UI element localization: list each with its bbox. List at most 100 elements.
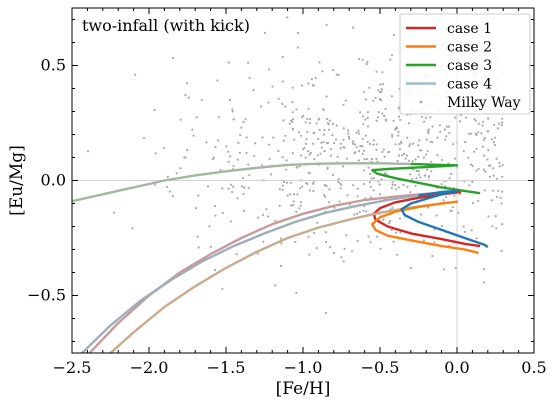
scatter-point	[342, 165, 345, 168]
scatter-point	[362, 209, 365, 212]
scatter-point	[411, 177, 414, 180]
scatter-point	[295, 210, 298, 213]
scatter-point	[346, 194, 349, 197]
scatter-point	[375, 148, 378, 151]
scatter-point	[374, 96, 377, 99]
scatter-point	[323, 195, 326, 198]
scatter-point	[334, 138, 338, 141]
scatter-point	[353, 152, 356, 155]
scatter-point	[343, 247, 346, 250]
scatter-point	[484, 170, 487, 173]
scatter-point	[418, 139, 421, 142]
scatter-point	[471, 180, 474, 183]
scatter-point	[307, 82, 310, 85]
scatter-point	[497, 122, 500, 125]
y-tick-label: −0.5	[27, 286, 66, 305]
scatter-point	[229, 220, 232, 223]
scatter-point	[154, 183, 157, 186]
scatter-point	[277, 150, 280, 153]
scatter-point	[409, 266, 412, 269]
scatter-point	[329, 154, 333, 157]
scatter-point	[268, 157, 271, 160]
x-tick-label: −0.5	[361, 358, 400, 377]
scatter-point	[473, 150, 476, 153]
scatter-point	[342, 260, 345, 263]
scatter-point	[453, 157, 457, 160]
scatter-point	[359, 144, 362, 148]
scatter-point	[367, 166, 370, 169]
scatter-point	[366, 140, 369, 144]
scatter-point	[291, 120, 294, 123]
scatter-point	[442, 268, 445, 271]
scatter-point	[414, 158, 417, 161]
scatter-point	[381, 71, 384, 74]
scatter-point	[296, 31, 300, 35]
scatter-point	[221, 187, 224, 190]
scatter-point	[240, 185, 243, 188]
scatter-point	[292, 193, 296, 196]
scatter-point	[316, 221, 319, 224]
scatter-point	[304, 142, 307, 145]
scatter-point	[320, 141, 323, 144]
scatter-point	[500, 202, 503, 205]
scatter-point	[337, 178, 340, 181]
scatter-point	[291, 86, 294, 89]
scatter-point	[417, 170, 420, 173]
scatter-point	[414, 184, 417, 188]
scatter-point	[304, 156, 307, 159]
scatter-point	[256, 252, 259, 255]
scatter-point	[86, 150, 90, 153]
scatter-point	[345, 234, 348, 237]
scatter-point	[383, 114, 386, 117]
scatter-point	[231, 108, 234, 111]
scatter-point	[212, 156, 215, 159]
scatter-point	[424, 116, 427, 119]
scatter-point	[486, 130, 489, 133]
scatter-point	[399, 231, 402, 234]
scatter-point	[284, 134, 287, 137]
scatter-point	[418, 173, 421, 176]
scatter-point	[310, 78, 313, 81]
scatter-point	[274, 219, 277, 222]
scatter-point	[489, 164, 492, 167]
scatter-point	[247, 61, 250, 64]
scatter-point	[477, 131, 480, 134]
scatter-point	[397, 134, 400, 137]
scatter-point	[311, 142, 315, 145]
scatter-point	[348, 137, 351, 140]
scatter-point	[501, 121, 504, 124]
legend-label: case 1	[447, 21, 492, 37]
scatter-point	[347, 129, 350, 132]
scatter-point	[398, 217, 402, 220]
scatter-point	[470, 229, 473, 232]
scatter-point	[112, 211, 116, 214]
scatter-point	[436, 154, 439, 157]
scatter-point	[329, 148, 332, 151]
scatter-point	[214, 214, 217, 217]
scatter-point	[284, 105, 287, 108]
scatter-point	[467, 132, 470, 135]
axis-ticks: −2.5 −2.0 −1.5 −1.0 −0.5 0.0 0.5 −0.5 0.0 0.5	[27, 8, 547, 377]
scatter-point	[464, 116, 468, 119]
scatter-point	[397, 186, 400, 189]
scatter-point	[398, 148, 401, 151]
scatter-point	[361, 137, 364, 140]
scatter-point	[406, 185, 409, 188]
scatter-point	[295, 108, 298, 111]
scatter-point	[372, 99, 375, 102]
scatter-point	[351, 250, 354, 253]
scatter-point	[492, 174, 495, 177]
scatter-point	[281, 102, 284, 105]
scatter-point	[394, 231, 398, 234]
scatter-point	[363, 149, 366, 152]
scatter-point	[338, 200, 341, 203]
scatter-point	[361, 58, 364, 61]
legend-label: case 2	[447, 40, 492, 56]
scatter-point	[277, 97, 280, 100]
scatter-point	[333, 142, 336, 145]
scatter-point	[499, 196, 502, 199]
scatter-point	[435, 214, 438, 217]
scatter-point	[483, 136, 486, 139]
scatter-point	[388, 220, 392, 223]
scatter-point	[357, 129, 360, 132]
